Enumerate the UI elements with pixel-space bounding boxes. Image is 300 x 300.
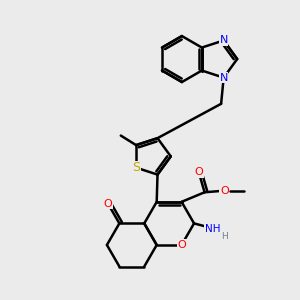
Text: H: H [221,232,228,241]
Text: O: O [103,199,112,208]
Text: N: N [220,35,228,46]
Text: N: N [220,73,228,82]
Text: NH: NH [205,224,220,234]
Text: S: S [132,161,140,174]
Text: O: O [220,186,229,196]
Text: O: O [177,240,186,250]
Text: O: O [194,167,203,178]
